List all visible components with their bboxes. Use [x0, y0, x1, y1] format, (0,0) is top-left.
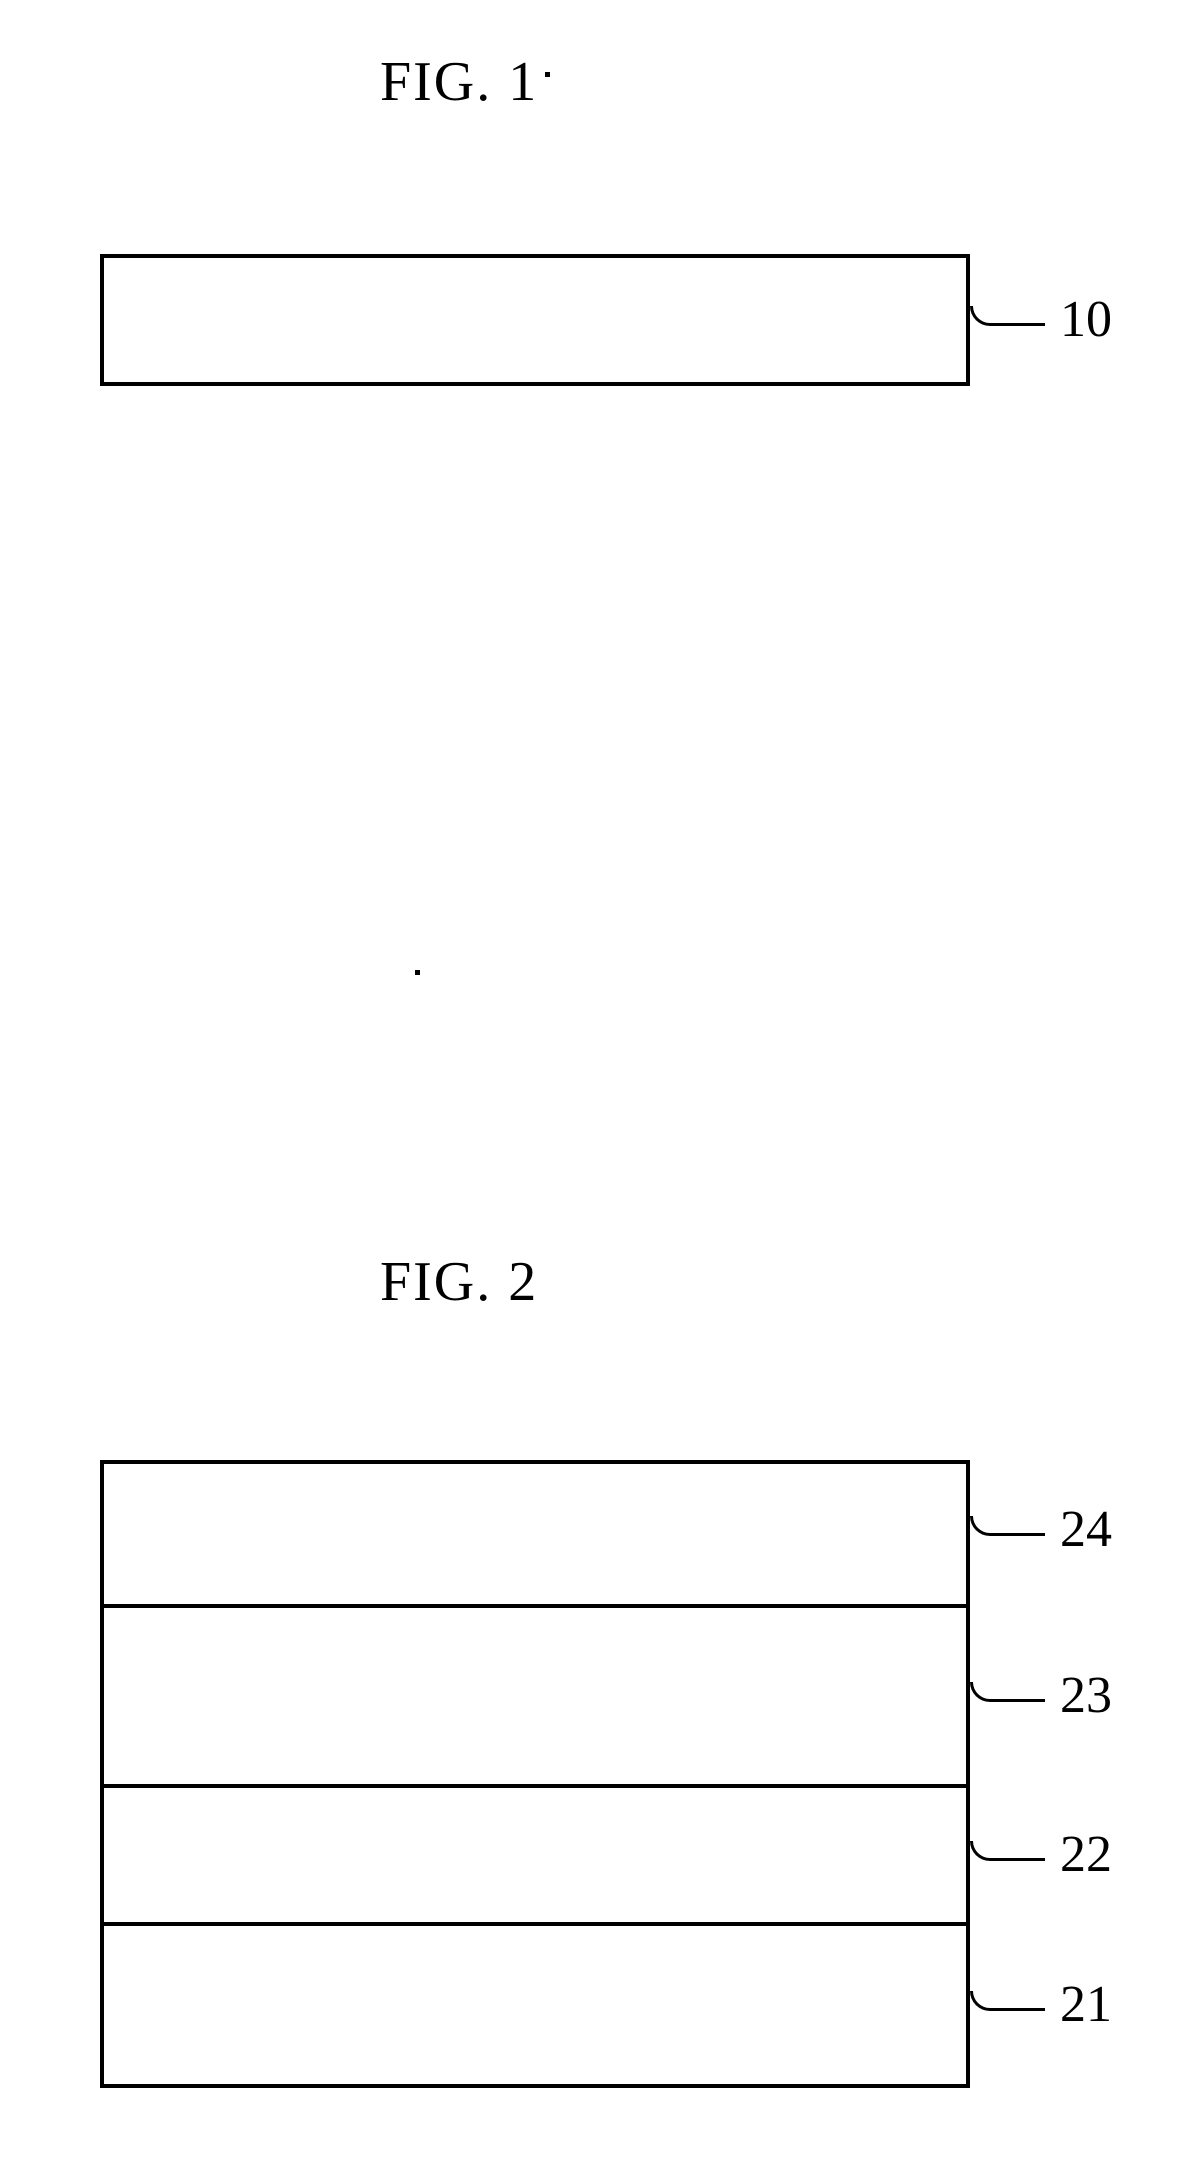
- fig2-leader-line-22: [990, 1858, 1045, 1861]
- fig2-leader-curve-21: [970, 1991, 990, 2011]
- fig2-label-23: 23: [1060, 1666, 1112, 1725]
- fig2-leader-curve-23: [970, 1682, 990, 1702]
- fig2-leader-curve-22: [970, 1841, 990, 1861]
- fig1-layer-10: [100, 254, 970, 386]
- fig1-label-10: 10: [1060, 290, 1112, 349]
- fig2-layer-23: [100, 1604, 970, 1788]
- fig1-leader-curve-10: [970, 306, 990, 326]
- fig2-layer-21: [100, 1922, 970, 2088]
- fig2-leader-line-21: [990, 2008, 1045, 2011]
- fig2-leader-line-23: [990, 1699, 1045, 1702]
- fig1-leader-line-10: [990, 323, 1045, 326]
- fig2-layer-24: [100, 1460, 970, 1608]
- fig2-leader-curve-24: [970, 1516, 990, 1536]
- figure-1-title: FIG. 1: [380, 50, 538, 114]
- fig2-leader-line-24: [990, 1533, 1045, 1536]
- artifact-dot-2: [415, 970, 420, 975]
- fig2-label-21: 21: [1060, 1975, 1112, 2034]
- fig2-label-24: 24: [1060, 1500, 1112, 1559]
- figure-2-title: FIG. 2: [380, 1250, 538, 1314]
- artifact-dot-1: [545, 72, 550, 77]
- fig2-label-22: 22: [1060, 1825, 1112, 1884]
- fig2-layer-22: [100, 1784, 970, 1926]
